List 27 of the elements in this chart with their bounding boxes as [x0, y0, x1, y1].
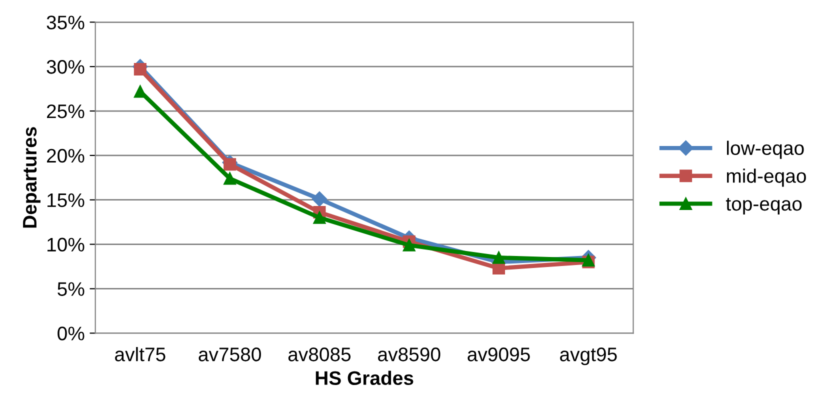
- legend-label: low-eqao: [726, 140, 804, 159]
- point: [402, 238, 416, 252]
- y-axis-title: Departures: [23, 127, 40, 228]
- x-tick-label: avlt75: [115, 347, 166, 362]
- x-tick-label: avgt95: [560, 348, 617, 366]
- legend-label: top-eqao: [726, 198, 802, 215]
- point: [224, 158, 236, 171]
- y-tick-label: 15%: [48, 193, 84, 208]
- y-tick-label: 10%: [48, 238, 84, 252]
- legend-label: mid-eqao: [726, 168, 806, 187]
- y-tick-label: 30%: [46, 60, 84, 74]
- y-tick-label: 5%: [58, 282, 84, 296]
- x-tick-label: av7580: [198, 348, 261, 362]
- y-tick-label: 20%: [47, 148, 84, 163]
- x-axis-title: HS Grades: [316, 370, 414, 385]
- x-tick-label: av9095: [468, 348, 530, 362]
- y-tick-label: 25%: [47, 104, 84, 118]
- point: [312, 191, 328, 207]
- point: [134, 62, 146, 76]
- x-tick-label: av8085: [288, 348, 351, 362]
- y-tick-label: 35%: [46, 16, 84, 30]
- point: [492, 251, 506, 264]
- point: [313, 211, 326, 224]
- x-tick-label: av8590: [378, 348, 440, 362]
- point: [224, 172, 236, 185]
- y-tick-label: 0%: [58, 326, 84, 340]
- point: [134, 85, 146, 98]
